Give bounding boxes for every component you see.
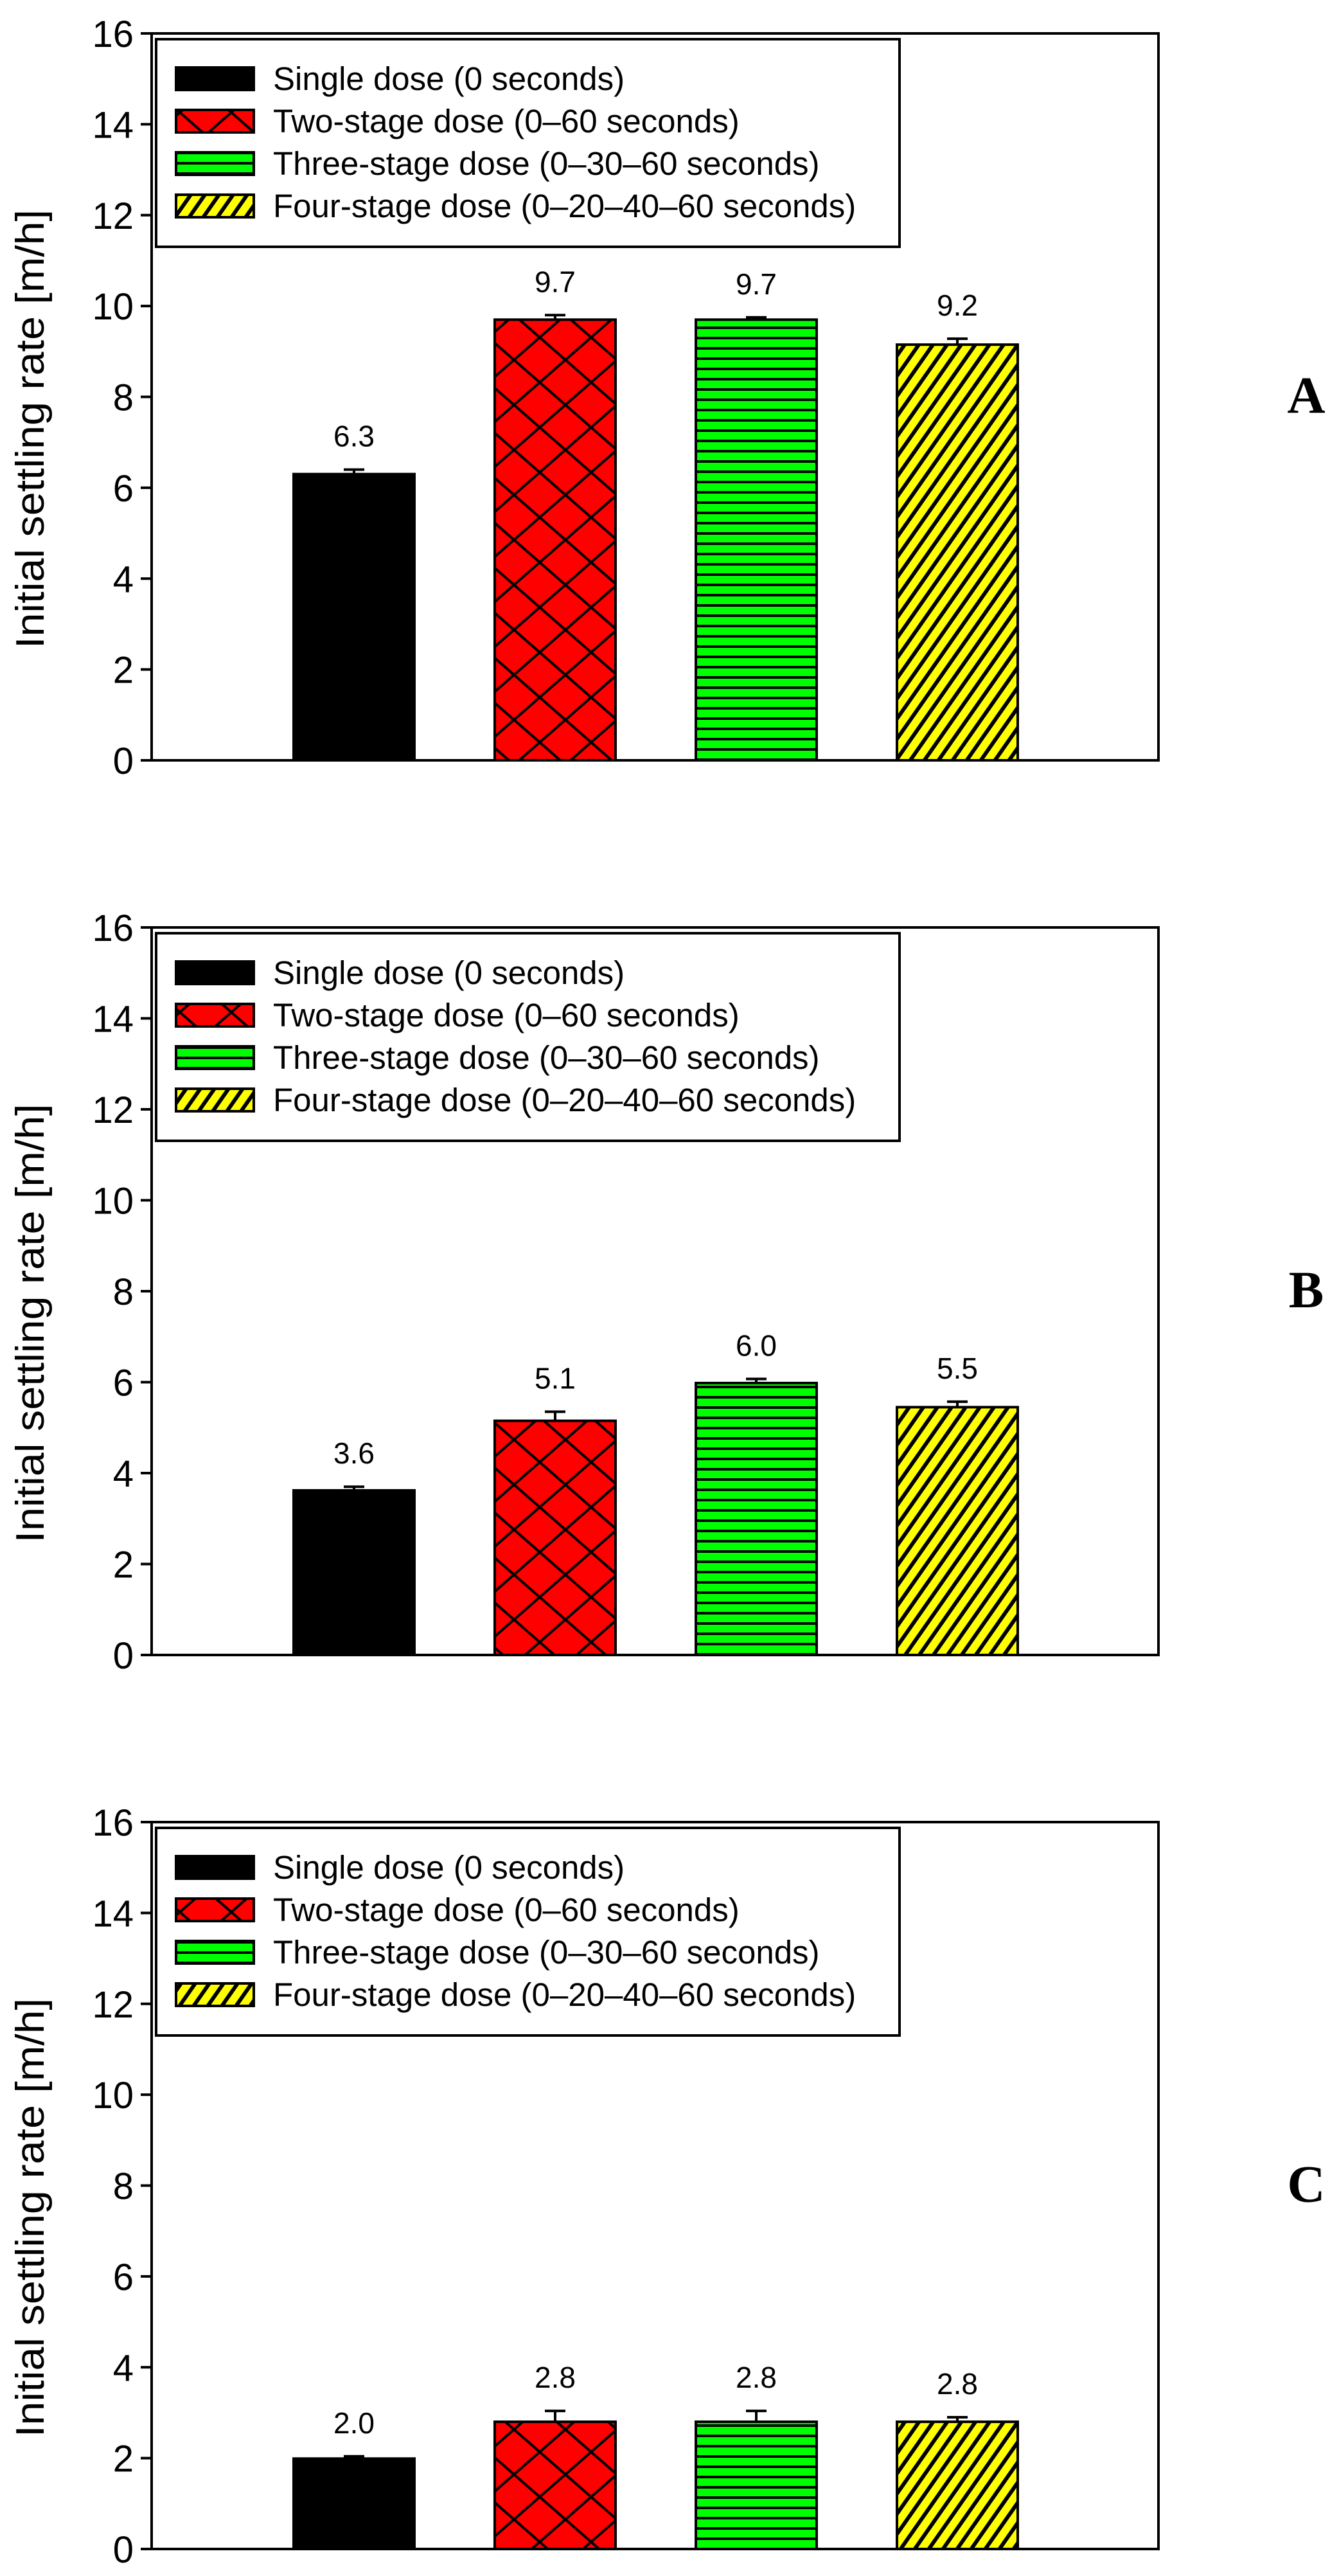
y-tick-label: 2	[113, 2438, 134, 2480]
y-tick-label: 2	[113, 650, 134, 692]
bar-value-label: 3.6	[333, 1436, 375, 1470]
bar	[896, 2420, 1019, 2550]
legend-box	[155, 1827, 901, 2037]
legend-swatch	[175, 193, 255, 219]
bar-value-label: 9.7	[535, 265, 576, 298]
y-tick-label: 16	[92, 13, 134, 55]
y-tick-label: 8	[113, 1271, 134, 1313]
legend-label: Single dose (0 seconds)	[273, 1849, 625, 1886]
bar	[896, 1406, 1019, 1657]
bar	[493, 1419, 617, 1656]
y-tick-label: 4	[113, 559, 134, 600]
legend-label: Four-stage dose (0–20–40–60 seconds)	[273, 1976, 856, 2013]
bar-value-label: 6.0	[736, 1329, 777, 1363]
legend: Single dose (0 seconds) Two-stage dose (0…	[155, 38, 901, 248]
legend-label: Two-stage dose (0–60 seconds)	[273, 103, 740, 139]
legend-swatch	[175, 1940, 255, 1965]
y-tick-label: 4	[113, 2347, 134, 2389]
y-axis-label: Initial settling rate [m/h]	[8, 1998, 53, 2437]
legend-label: Two-stage dose (0–60 seconds)	[273, 997, 740, 1033]
legend-label: Three-stage dose (0–30–60 seconds)	[273, 145, 820, 182]
legend-label: Single dose (0 seconds)	[273, 954, 625, 991]
legend-swatch	[175, 1855, 255, 1880]
legend: Single dose (0 seconds) Two-stage dose (0…	[155, 932, 901, 1142]
panel-label: C	[1287, 2155, 1325, 2214]
legend-swatch	[175, 109, 255, 134]
bar	[493, 2420, 617, 2550]
bar-value-label: 6.3	[333, 420, 375, 453]
y-tick-label: 12	[92, 195, 134, 237]
bar-value-label: 2.8	[535, 2361, 576, 2394]
y-tick-label: 10	[92, 2075, 134, 2116]
chart-panel-a: 0 2 4 6 8 10 12 14 16 Initial settling rate [m/h]…	[8, 13, 1326, 782]
y-tick-label: 14	[92, 999, 134, 1041]
y-tick-label: 6	[113, 1363, 134, 1404]
y-tick-label: 14	[92, 1893, 134, 1935]
bar-value-label: 9.2	[937, 289, 978, 322]
y-tick-label: 8	[113, 2166, 134, 2208]
y-tick-label: 4	[113, 1453, 134, 1495]
legend-swatch	[175, 1897, 255, 1922]
legend-swatch	[175, 1045, 255, 1070]
legend-label: Single dose (0 seconds)	[273, 60, 625, 97]
legend-swatch	[175, 66, 255, 91]
y-tick-label: 16	[92, 1802, 134, 1844]
legend-swatch	[175, 1982, 255, 2007]
y-tick-label: 0	[113, 2529, 134, 2571]
legend: Single dose (0 seconds) Two-stage dose (0…	[155, 1827, 901, 2037]
legend-box	[155, 932, 901, 1142]
y-tick-label: 8	[113, 377, 134, 419]
bar-value-label: 2.8	[736, 2361, 777, 2394]
y-tick-label: 10	[92, 286, 134, 328]
legend-box	[155, 38, 901, 248]
bar	[896, 343, 1019, 762]
y-tick-label: 0	[113, 1635, 134, 1677]
legend-label: Two-stage dose (0–60 seconds)	[273, 1892, 740, 1928]
bar	[292, 472, 416, 762]
y-tick-label: 10	[92, 1181, 134, 1222]
legend-swatch	[175, 960, 255, 985]
y-axis-label: Initial settling rate [m/h]	[8, 210, 53, 648]
bar	[695, 2420, 818, 2550]
panel-label: B	[1289, 1260, 1324, 1319]
bar-value-label: 2.8	[937, 2367, 978, 2401]
bar-value-label: 9.7	[736, 267, 777, 301]
bar	[695, 318, 818, 762]
chart-panel-c: 0 2 4 6 8 10 12 14 16 Initial settling rate [m/h]…	[8, 1802, 1326, 2571]
bar-value-label: 5.1	[535, 1361, 576, 1395]
y-tick-label: 16	[92, 908, 134, 949]
bar-value-label: 2.0	[333, 2406, 375, 2440]
legend-swatch	[175, 1003, 255, 1028]
y-tick-label: 14	[92, 104, 134, 146]
bar	[695, 1381, 818, 1657]
y-tick-label: 12	[92, 1089, 134, 1131]
legend-label: Four-stage dose (0–20–40–60 seconds)	[273, 188, 856, 224]
panel-label: A	[1287, 366, 1325, 425]
bar-value-label: 5.5	[937, 1352, 978, 1385]
y-tick-label: 6	[113, 2257, 134, 2298]
chart-panel-b: 0 2 4 6 8 10 12 14 16 Initial settling rate [m/h]…	[8, 908, 1324, 1677]
legend-swatch	[175, 1087, 255, 1113]
legend-label: Three-stage dose (0–30–60 seconds)	[273, 1039, 820, 1076]
bar	[493, 318, 617, 762]
bar	[292, 1489, 416, 1656]
y-tick-label: 0	[113, 740, 134, 782]
y-axis-label: Initial settling rate [m/h]	[8, 1104, 53, 1543]
y-tick-label: 6	[113, 468, 134, 510]
y-tick-label: 12	[92, 1984, 134, 2026]
legend-swatch	[175, 151, 255, 176]
legend-label: Three-stage dose (0–30–60 seconds)	[273, 1934, 820, 1971]
legend-label: Four-stage dose (0–20–40–60 seconds)	[273, 1082, 856, 1118]
bar	[292, 2457, 416, 2550]
y-tick-label: 2	[113, 1544, 134, 1586]
